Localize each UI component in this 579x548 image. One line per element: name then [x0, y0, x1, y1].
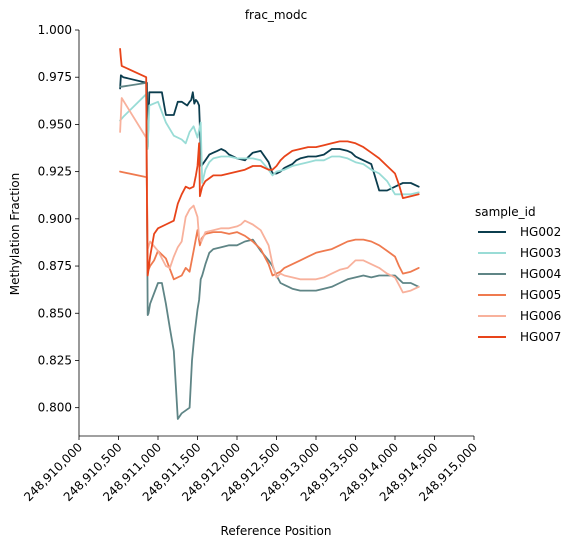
series-line-hg004 — [119, 82, 420, 420]
y-tick-label: 0.975 — [38, 70, 72, 84]
y-tick-label: 0.950 — [38, 117, 72, 131]
series-line-hg006 — [119, 97, 420, 294]
legend-title: sample_id — [475, 205, 536, 219]
chart-title: frac_modc — [245, 8, 307, 22]
y-tick-label: 0.825 — [38, 353, 72, 367]
series-line-hg007 — [119, 48, 420, 277]
legend: sample_id HG002 HG003 HG004 HG005 HG006 HG007 — [475, 205, 561, 344]
y-axis-label: Methylation Fraction — [8, 173, 22, 296]
series-line-hg005 — [119, 170, 420, 281]
y-tick-label: 0.800 — [38, 401, 72, 415]
y-tick-label: 0.850 — [38, 306, 72, 320]
y-tick-label: 0.925 — [38, 165, 72, 179]
series-line-hg003 — [119, 93, 420, 196]
legend-label-hg004: HG004 — [520, 267, 561, 281]
y-tick-label: 1.000 — [38, 23, 72, 37]
series-lines — [119, 48, 420, 420]
legend-label-hg005: HG005 — [520, 288, 561, 302]
y-tick-label: 0.900 — [38, 212, 72, 226]
x-axis-label: Reference Position — [221, 524, 332, 538]
legend-label-hg006: HG006 — [520, 309, 561, 323]
legend-label-hg003: HG003 — [520, 246, 561, 260]
y-tick-label: 0.875 — [38, 259, 72, 273]
series-line-hg002 — [119, 74, 420, 192]
legend-label-hg007: HG007 — [520, 330, 561, 344]
axes: 0.800 0.825 0.850 0.875 0.900 0.925 0.950 0.975… — [21, 23, 480, 504]
legend-label-hg002: HG002 — [520, 225, 561, 239]
